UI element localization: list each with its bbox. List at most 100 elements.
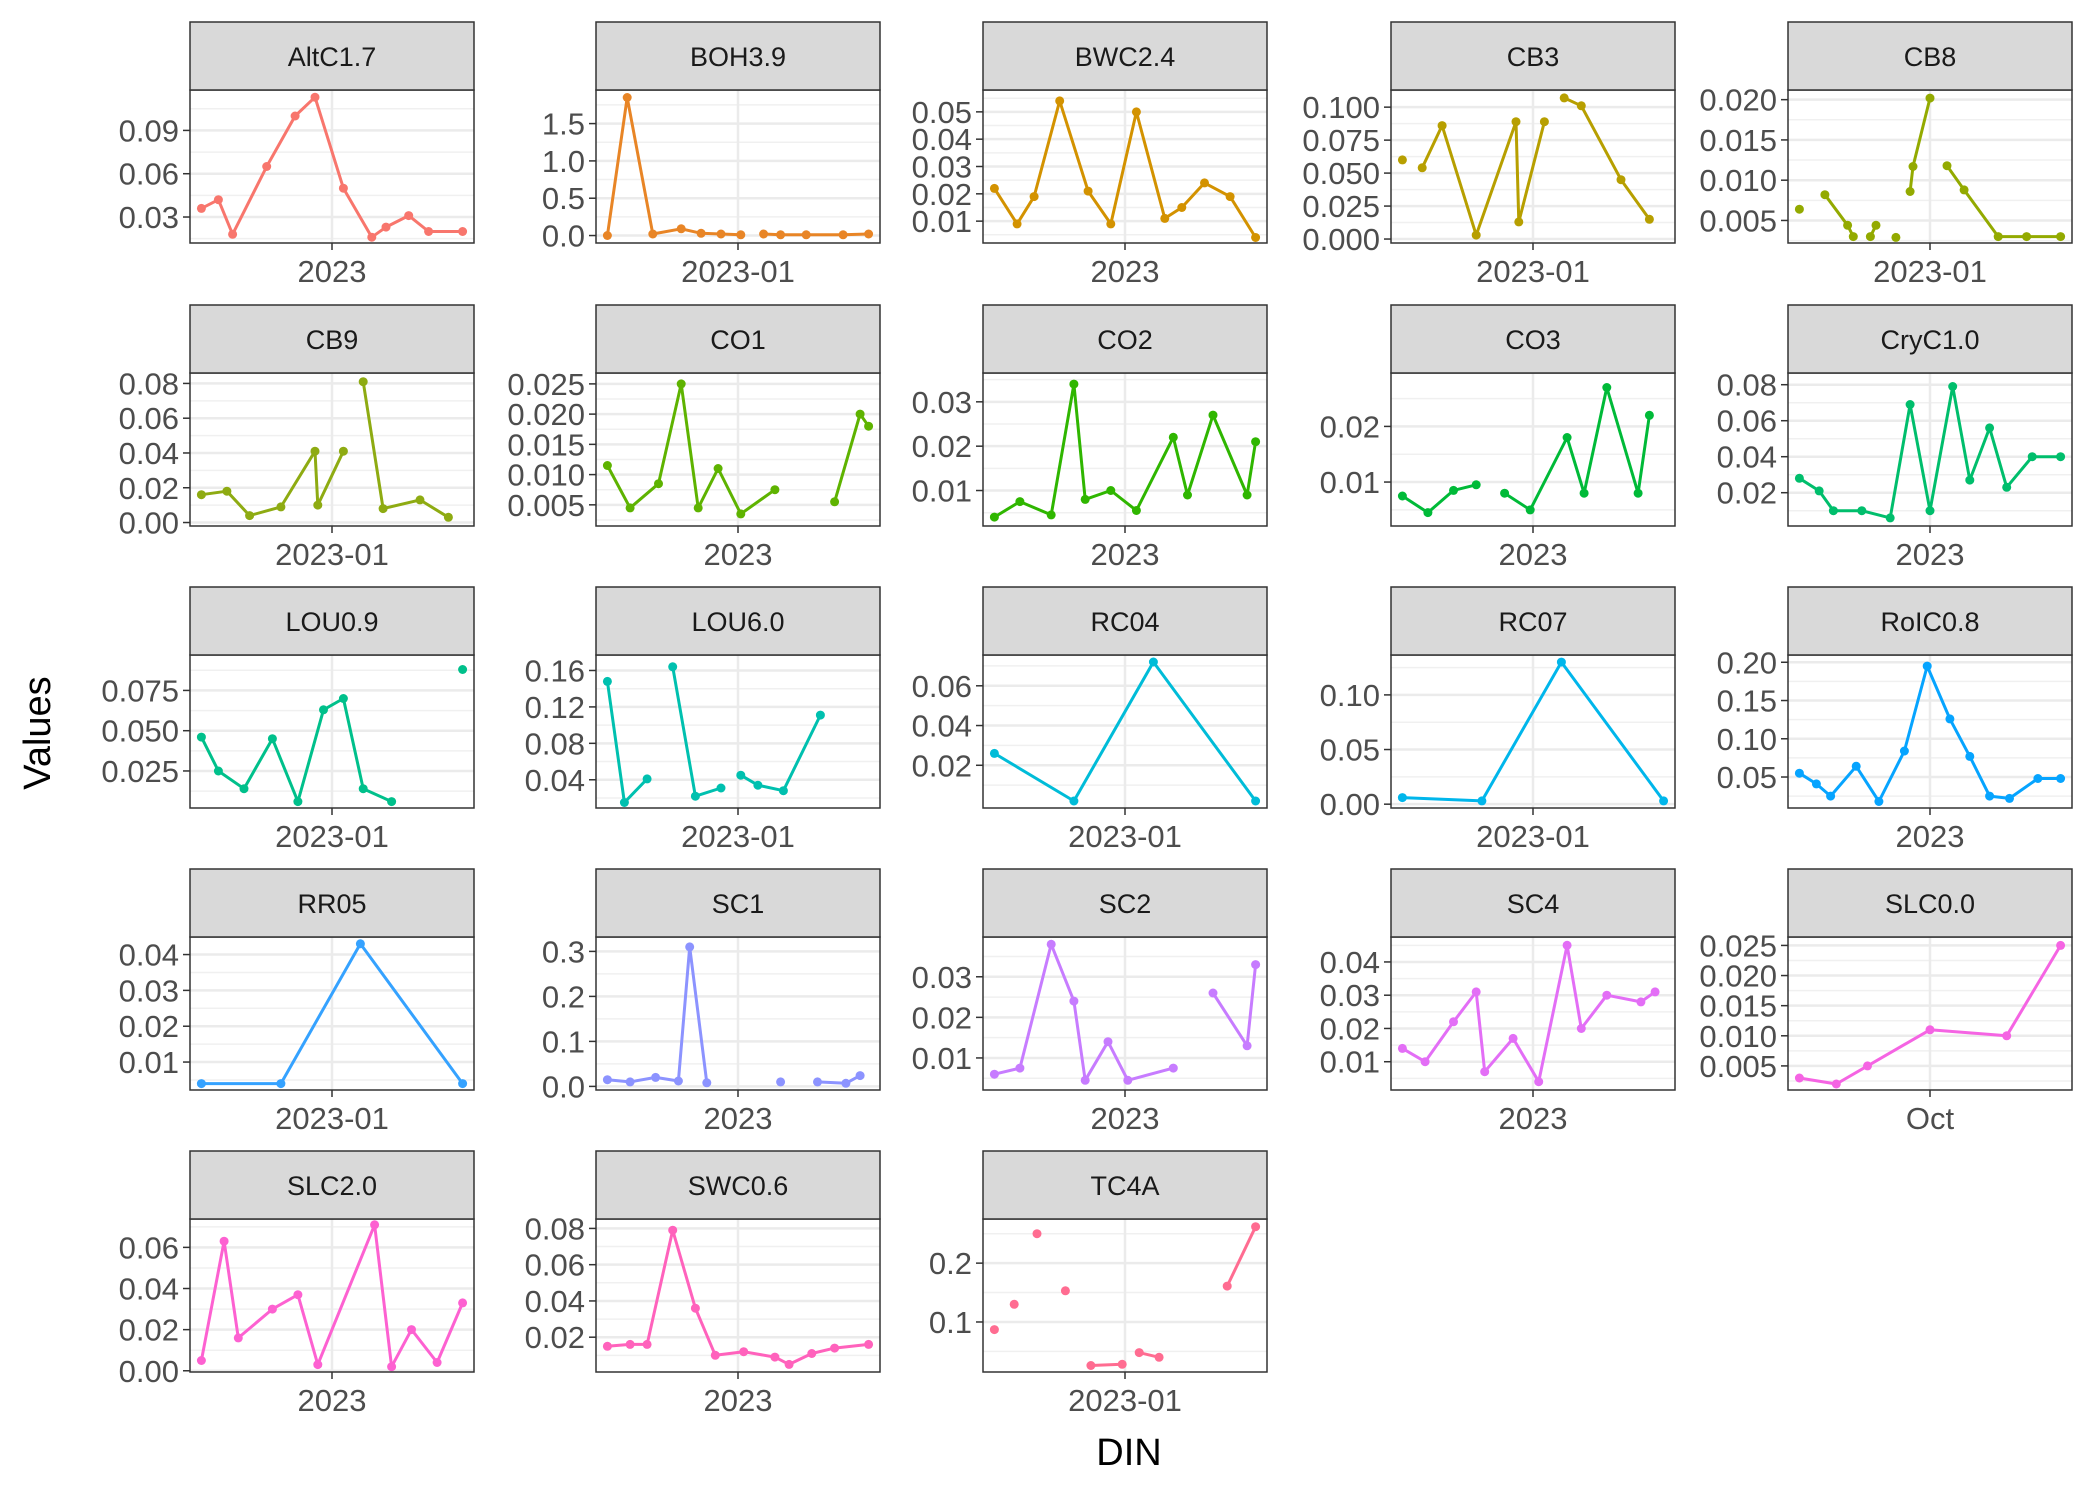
- y-tick-label: 0.010: [1699, 1019, 1777, 1054]
- data-point: [602, 676, 612, 686]
- data-point: [458, 665, 468, 674]
- x-tick-label: 2023-01: [275, 1101, 389, 1136]
- facet-strip-label: RR05: [297, 889, 366, 919]
- data-point: [2056, 232, 2066, 242]
- y-tick-label: 0.04: [119, 938, 179, 973]
- data-point: [1948, 382, 1958, 391]
- data-point: [196, 732, 206, 742]
- y-tick-label: 0.01: [119, 1045, 179, 1080]
- data-point: [1843, 220, 1853, 230]
- x-tick-label: Oct: [1906, 1101, 1955, 1136]
- y-tick-label: 0.005: [1699, 1049, 1777, 1084]
- data-series: [196, 694, 397, 807]
- facet-strip: [189, 304, 475, 374]
- data-point: [1123, 1075, 1133, 1085]
- data-point: [1242, 1041, 1252, 1051]
- data-point: [458, 227, 468, 236]
- data-series: [989, 1325, 999, 1335]
- y-tick-label: 0.005: [507, 488, 585, 523]
- data-point: [1602, 990, 1612, 1000]
- data-point: [668, 1225, 678, 1235]
- y-tick-label: 0.08: [119, 366, 179, 401]
- data-series: [458, 665, 468, 674]
- data-point: [1069, 796, 1079, 806]
- data-point: [1060, 1286, 1070, 1296]
- panel-rc04: 0.02 0.04 0.06 2023-01 RC04: [912, 586, 1268, 854]
- facet-strip: [1787, 586, 2073, 656]
- data-point: [1437, 121, 1447, 131]
- facet-strip: [982, 304, 1268, 374]
- data-point: [1449, 485, 1458, 495]
- y-tick-label: 0.03: [912, 385, 972, 420]
- data-point: [1525, 505, 1535, 515]
- y-tick-label: 0.02: [1320, 409, 1380, 444]
- facet-strip: [1390, 868, 1676, 938]
- data-point: [1009, 1299, 1019, 1309]
- data-point: [1477, 796, 1487, 806]
- x-tick-label: 2023: [1091, 537, 1160, 572]
- y-tick-label: 0.01: [1320, 1045, 1380, 1080]
- facet-strip-label: LOU0.9: [285, 607, 378, 637]
- x-tick-label: 2023-01: [1476, 819, 1590, 854]
- data-point: [1865, 232, 1875, 242]
- data-point: [267, 1304, 277, 1314]
- panel-bwc2-4: 0.010.020.030.040.05 2023 BWC2.4: [912, 21, 1268, 289]
- data-series: [1060, 1286, 1070, 1296]
- y-tick-label: 0.075: [1302, 123, 1380, 158]
- data-series: [1208, 960, 1261, 1051]
- y-tick-label: 0.010: [507, 458, 585, 493]
- facet-strip: [1390, 586, 1676, 656]
- data-point: [196, 203, 206, 213]
- data-series: [736, 710, 825, 796]
- data-point: [1397, 155, 1407, 165]
- y-tick-label: 0.02: [912, 748, 972, 783]
- x-tick-label: 2023: [1896, 537, 1965, 572]
- data-point: [358, 784, 368, 794]
- data-point: [1117, 1359, 1127, 1369]
- data-point: [313, 1360, 323, 1370]
- data-point: [770, 485, 780, 495]
- data-point: [1423, 508, 1433, 518]
- data-point: [736, 509, 746, 519]
- data-point: [713, 464, 723, 473]
- facet-strip-label: SLC2.0: [287, 1171, 377, 1201]
- panel-lou6-0: 0.040.080.120.16 2023-01 LOU6.0: [525, 586, 881, 854]
- data-point: [1069, 996, 1079, 1006]
- data-point: [1794, 473, 1804, 483]
- y-tick-label: 0.01: [912, 204, 972, 239]
- data-point: [1397, 1043, 1407, 1053]
- data-series: [602, 676, 652, 807]
- y-tick-label: 0.03: [119, 200, 179, 235]
- x-tick-label: 2023-01: [1068, 819, 1182, 854]
- data-point: [770, 1352, 780, 1362]
- data-point: [807, 1349, 817, 1358]
- data-point: [696, 228, 706, 238]
- panel-cb8: 0.005 0.010 0.015 0.020 2023-01 CB8: [1699, 21, 2073, 289]
- y-tick-label: 0.02: [912, 1000, 972, 1035]
- y-tick-label: 0.10: [1320, 678, 1380, 713]
- data-point: [1851, 761, 1861, 771]
- data-point: [625, 503, 635, 513]
- panel-swc0-6: 0.020.040.060.08 2023 SWC0.6: [525, 1150, 881, 1418]
- y-tick-label: 0.08: [1717, 368, 1777, 403]
- data-series: [1794, 940, 2066, 1089]
- y-tick-label: 0.2: [542, 979, 585, 1014]
- x-tick-label: 2023-01: [275, 819, 389, 854]
- data-point: [1251, 960, 1261, 970]
- data-point: [355, 939, 365, 949]
- data-point: [1471, 987, 1481, 997]
- x-tick-label: 2023: [704, 1101, 773, 1136]
- data-series: [1134, 1348, 1164, 1362]
- y-tick-label: 0.06: [119, 1230, 179, 1265]
- data-point: [855, 1071, 865, 1081]
- data-point: [415, 495, 425, 505]
- y-tick-label: 0.04: [525, 763, 585, 798]
- data-point: [276, 502, 286, 512]
- y-tick-label: 1.0: [542, 144, 585, 179]
- y-tick-label: 0.05: [1717, 760, 1777, 795]
- data-series: [1794, 204, 1804, 214]
- facet-strip: [1390, 304, 1676, 374]
- data-point: [1644, 214, 1654, 224]
- data-line: [1401, 943, 1656, 1084]
- data-line: [1563, 96, 1651, 221]
